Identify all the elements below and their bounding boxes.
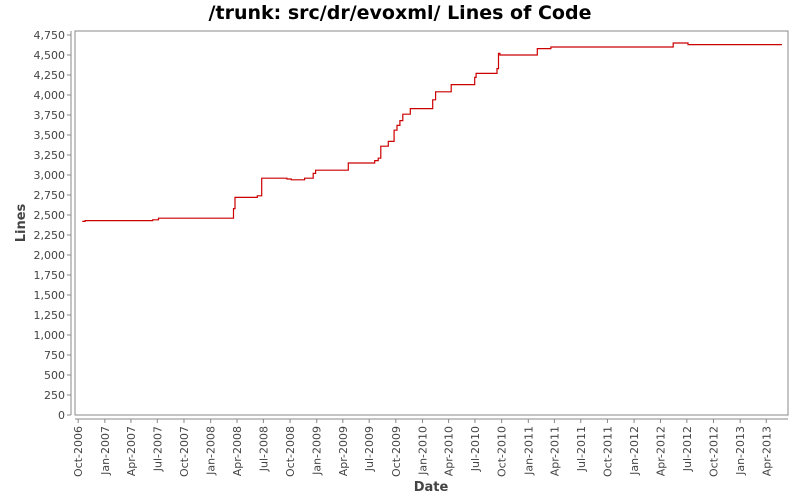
x-tick-label: Jan-2007 — [99, 426, 112, 476]
x-tick-label: Oct-2011 — [601, 426, 614, 477]
x-tick-label: Jul-2010 — [469, 426, 482, 472]
x-tick-label: Apr-2013 — [760, 426, 773, 476]
x-tick-label: Jan-2011 — [522, 426, 535, 476]
y-tick-label: 2,250 — [34, 229, 66, 242]
y-axis: 0 250 500 750 1,000 1,250 1,500 1,750 2,000 2,250… — [34, 29, 71, 422]
x-tick-label: Jan-2009 — [311, 426, 324, 476]
x-tick-label: Oct-2012 — [708, 426, 721, 477]
x-tick-label: Jul-2007 — [151, 426, 164, 472]
chart-title: /trunk: src/dr/evoxml/ Lines of Code — [208, 2, 592, 24]
y-tick-label: 3,250 — [34, 149, 66, 162]
y-tick-label: 3,000 — [34, 169, 66, 182]
x-tick-label: Jul-2009 — [363, 426, 376, 472]
y-tick-label: 750 — [44, 349, 65, 362]
y-tick-label: 4,500 — [34, 49, 66, 62]
y-tick-label: 0 — [58, 409, 65, 422]
y-tick-label: 2,000 — [34, 249, 66, 262]
x-tick-label: Oct-2010 — [496, 426, 509, 477]
y-tick-label: 4,250 — [34, 69, 66, 82]
series-line — [82, 42, 782, 222]
x-tick-label: Jul-2008 — [257, 426, 270, 472]
y-tick-label: 1,750 — [34, 269, 66, 282]
y-tick-label: 4,000 — [34, 89, 66, 102]
y-tick-label: 3,500 — [34, 129, 66, 142]
x-tick-label: Jan-2013 — [734, 426, 747, 476]
y-tick-label: 3,750 — [34, 109, 66, 122]
x-tick-label: Oct-2008 — [284, 426, 297, 477]
y-axis-title: Lines — [14, 203, 29, 242]
y-tick-label: 500 — [44, 369, 65, 382]
x-tick-label: Oct-2007 — [178, 426, 191, 477]
y-tick-label: 250 — [44, 389, 65, 402]
series-layer — [82, 42, 782, 222]
x-tick-label: Apr-2012 — [654, 426, 667, 476]
x-tick-label: Jul-2012 — [681, 426, 694, 472]
x-tick-label: Jan-2008 — [205, 426, 218, 476]
x-tick-label: Apr-2007 — [125, 426, 138, 476]
y-tick-label: 4,750 — [34, 29, 66, 42]
x-tick-label: Oct-2009 — [390, 426, 403, 477]
x-tick-label: Apr-2011 — [548, 426, 561, 476]
x-tick-label: Oct-2006 — [72, 426, 85, 477]
y-tick-label: 1,000 — [34, 329, 66, 342]
y-tick-label: 1,500 — [34, 289, 66, 302]
y-tick-label: 1,250 — [34, 309, 66, 322]
x-tick-label: Apr-2010 — [443, 426, 456, 476]
y-tick-label: 2,750 — [34, 189, 66, 202]
x-axis: Oct-2006 Jan-2007 Apr-2007 Jul-2007 Oct-2007… — [72, 419, 773, 477]
x-axis-title: Date — [414, 480, 449, 495]
x-tick-label: Jan-2012 — [628, 426, 641, 476]
plot-area — [74, 30, 789, 416]
x-tick-label: Jan-2010 — [417, 426, 430, 476]
x-tick-label: Apr-2008 — [231, 426, 244, 476]
y-tick-label: 2,500 — [34, 209, 66, 222]
x-tick-label: Jul-2011 — [575, 426, 588, 472]
x-tick-label: Apr-2009 — [337, 426, 350, 476]
